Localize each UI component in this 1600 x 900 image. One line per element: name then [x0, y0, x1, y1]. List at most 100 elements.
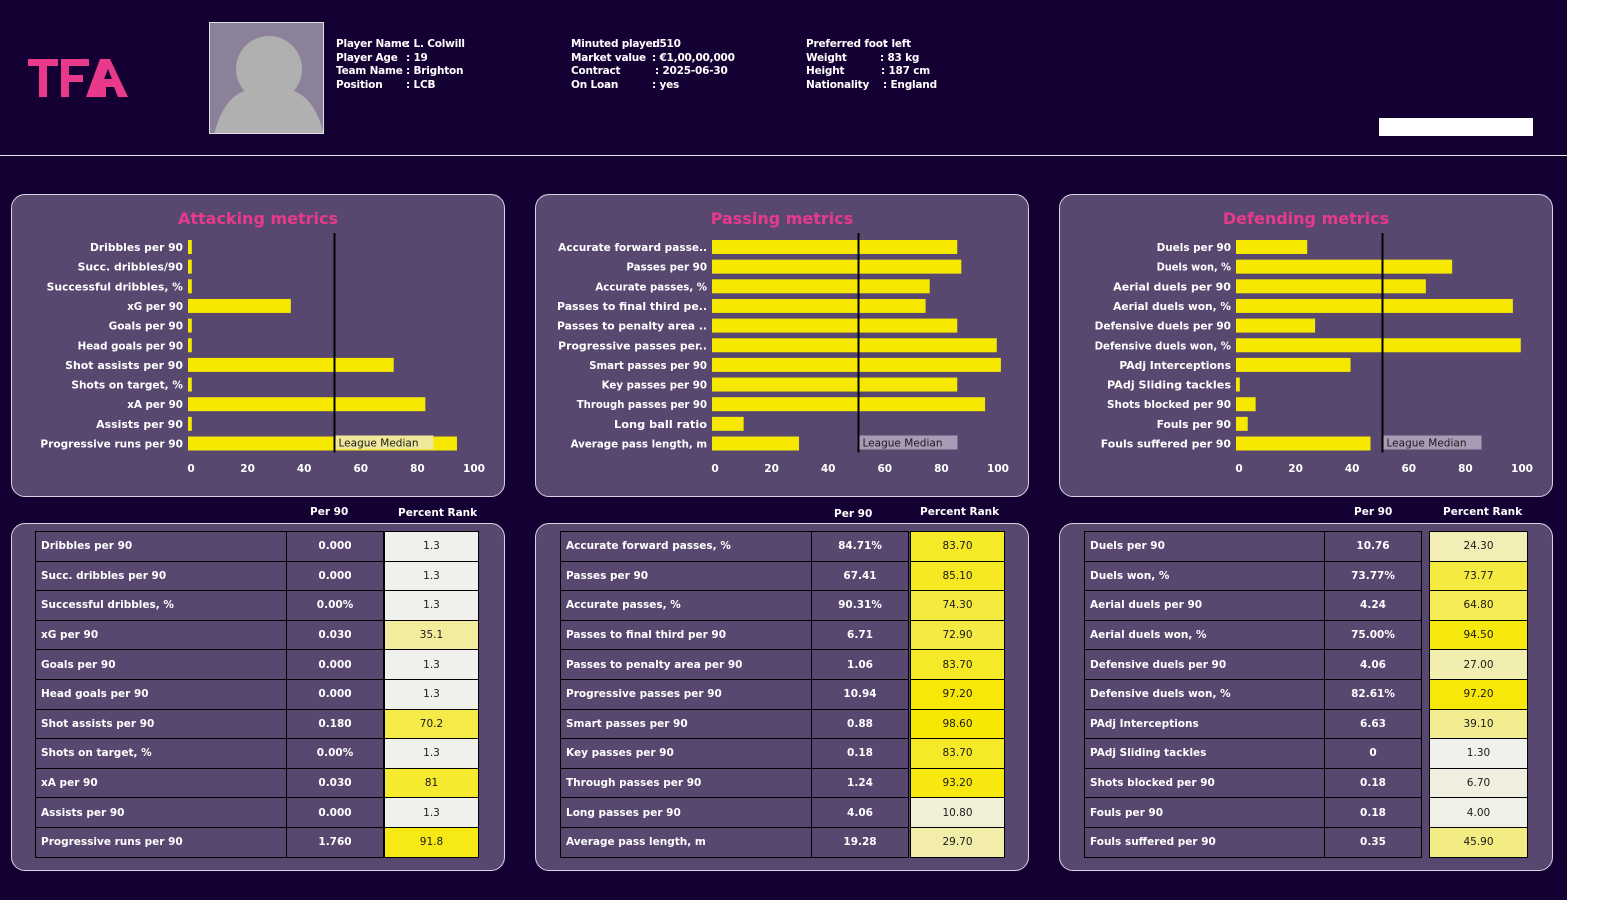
metric-percent-rank: 10.80 [910, 797, 1005, 828]
rank-row: 1.30 [1429, 738, 1528, 769]
x-tick-label: 100 [463, 463, 485, 475]
metric-per90-value: 0.000 [286, 560, 384, 592]
rank-row: 1.3 [384, 590, 479, 621]
bar-key-passes-per-90 [712, 377, 958, 392]
table-row: Duels won, % 73.77% [1084, 560, 1422, 592]
table-row: Shots blocked per 90 0.18 [1084, 767, 1422, 799]
metric-name: Duels won, % [1084, 560, 1325, 592]
metric-per90-value: 82.61% [1324, 678, 1422, 710]
metric-per90-value: 4.06 [811, 797, 909, 828]
defending-table-panel: Duels per 90 10.76 Duels won, % 73.77% Aeria… [1059, 523, 1553, 871]
bar-label: PAdj Sliding tackles [1107, 380, 1231, 392]
bar-label: Shots on target, % [71, 380, 183, 392]
rank-row: 97.20 [1429, 678, 1528, 710]
metric-name: Average pass length, m [560, 826, 812, 858]
metric-percent-rank: 29.70 [910, 826, 1005, 858]
metric-per90-value: 90.31% [811, 590, 909, 621]
table-row: xA per 90 0.030 [35, 767, 384, 799]
metric-percent-rank: 83.70 [910, 649, 1005, 680]
rank-row: 45.90 [1429, 826, 1528, 858]
metric-per90-value: 67.41 [811, 560, 909, 592]
table-row: Through passes per 90 1.24 [560, 767, 909, 799]
bar-assists-per-90 [188, 416, 192, 431]
rank-row: 1.3 [384, 649, 479, 680]
rank-row: 81 [384, 767, 479, 799]
rank-row: 4.00 [1429, 797, 1528, 828]
x-tick-label: 40 [1345, 463, 1360, 475]
metric-name: Dribbles per 90 [35, 531, 287, 562]
x-tick-label: 20 [240, 463, 255, 475]
metric-percent-rank: 27.00 [1429, 649, 1528, 680]
bar-head-goals-per-90 [188, 338, 192, 353]
bar-shot-assists-per-90 [188, 357, 394, 372]
bar-duels-won [1236, 259, 1453, 274]
table-row: Average pass length, m 19.28 [560, 826, 909, 858]
rank-row: 73.77 [1429, 560, 1528, 592]
x-tick-label: 60 [1401, 463, 1416, 475]
search-box[interactable] [1379, 118, 1533, 136]
metric-per90-value: 0.180 [286, 708, 384, 740]
x-tick-label: 20 [1288, 463, 1303, 475]
metric-name: Smart passes per 90 [560, 708, 812, 740]
metric-percent-rank: 97.20 [910, 678, 1005, 710]
nationality-row: Nationality: England [806, 79, 937, 92]
bar-label: Through passes per 90 [577, 399, 707, 411]
table-row: Goals per 90 0.000 [35, 649, 384, 680]
height-row: Height: 187 cm [806, 65, 930, 78]
bar-defensive-duels-per-90 [1236, 318, 1316, 333]
bar-label: Passes to final third pe.. [557, 301, 707, 313]
table-row: Successful dribbles, % 0.00% [35, 590, 384, 621]
metric-percent-rank: 1.3 [384, 560, 479, 592]
metric-per90-value: 0.030 [286, 619, 384, 651]
metric-name: Accurate forward passes, % [560, 531, 812, 562]
metric-name: xA per 90 [35, 767, 287, 799]
bar-succ-dribbles-90 [188, 259, 192, 274]
market-value-row: Market value: €1,00,00,000 [571, 51, 735, 64]
weight-row: Weight: 83 kg [806, 51, 920, 64]
x-tick-label: 60 [877, 463, 892, 475]
passing-rank-header: Percent Rank [920, 506, 1000, 518]
median-label: League Median [1387, 438, 1467, 450]
rank-row: 10.80 [910, 797, 1005, 828]
metric-name: Shot assists per 90 [35, 708, 287, 740]
metric-name: Succ. dribbles per 90 [35, 560, 287, 592]
metric-per90-value: 6.63 [1324, 708, 1422, 740]
attacking-chart-panel: Attacking metrics Dribbles per 90 Succ. d… [11, 194, 505, 497]
passing-chart-panel: Passing metrics Accurate forward passe..… [535, 194, 1029, 497]
metric-percent-rank: 1.3 [384, 738, 479, 769]
bar-label: Duels won, % [1157, 262, 1232, 274]
bar-label: xG per 90 [127, 301, 183, 313]
bar-passes-to-penalty-area [712, 318, 958, 333]
bar-fouls-suffered-per-90 [1236, 436, 1371, 451]
table-row: Accurate passes, % 90.31% [560, 590, 909, 621]
bar-xg-per-90 [188, 298, 291, 313]
rank-row: 27.00 [1429, 649, 1528, 680]
table-row: Progressive passes per 90 10.94 [560, 678, 909, 710]
dashboard: Player Name: L. Colwill Player Age: 19 T… [0, 0, 1567, 900]
x-tick-label: 80 [1458, 463, 1473, 475]
attacking-per90-header: Per 90 [310, 506, 349, 518]
metric-percent-rank: 1.3 [384, 590, 479, 621]
attacking-stats-table: Dribbles per 90 0.000 Succ. dribbles per 9… [35, 531, 384, 858]
passing-stats-table: Accurate forward passes, % 84.71% Passes p… [560, 531, 909, 858]
attacking-table-panel: Dribbles per 90 0.000 Succ. dribbles per 9… [11, 523, 505, 871]
metric-per90-value: 0.35 [1324, 826, 1422, 858]
bar-accurate-passes [712, 279, 930, 294]
bar-label: Successful dribbles, % [47, 281, 184, 293]
metric-per90-value: 10.94 [811, 678, 909, 710]
metric-name: Shots blocked per 90 [1084, 767, 1325, 799]
rank-row: 83.70 [910, 738, 1005, 769]
bar-label: Duels per 90 [1157, 242, 1231, 254]
defending-chart-title: Defending metrics [1222, 209, 1390, 228]
bar-label: Smart passes per 90 [589, 360, 707, 372]
bar-label: Goals per 90 [109, 321, 183, 333]
table-row: Fouls per 90 0.18 [1084, 797, 1422, 828]
metric-name: Accurate passes, % [560, 590, 812, 621]
metric-name: Aerial duels won, % [1084, 619, 1325, 651]
bar-label: Fouls per 90 [1157, 419, 1231, 431]
metric-per90-value: 1.760 [286, 826, 384, 858]
rank-row: 35.1 [384, 619, 479, 651]
bar-accurate-forward-passe [712, 240, 958, 254]
metric-name: Defensive duels won, % [1084, 678, 1325, 710]
avatar-placeholder-icon [214, 36, 323, 133]
